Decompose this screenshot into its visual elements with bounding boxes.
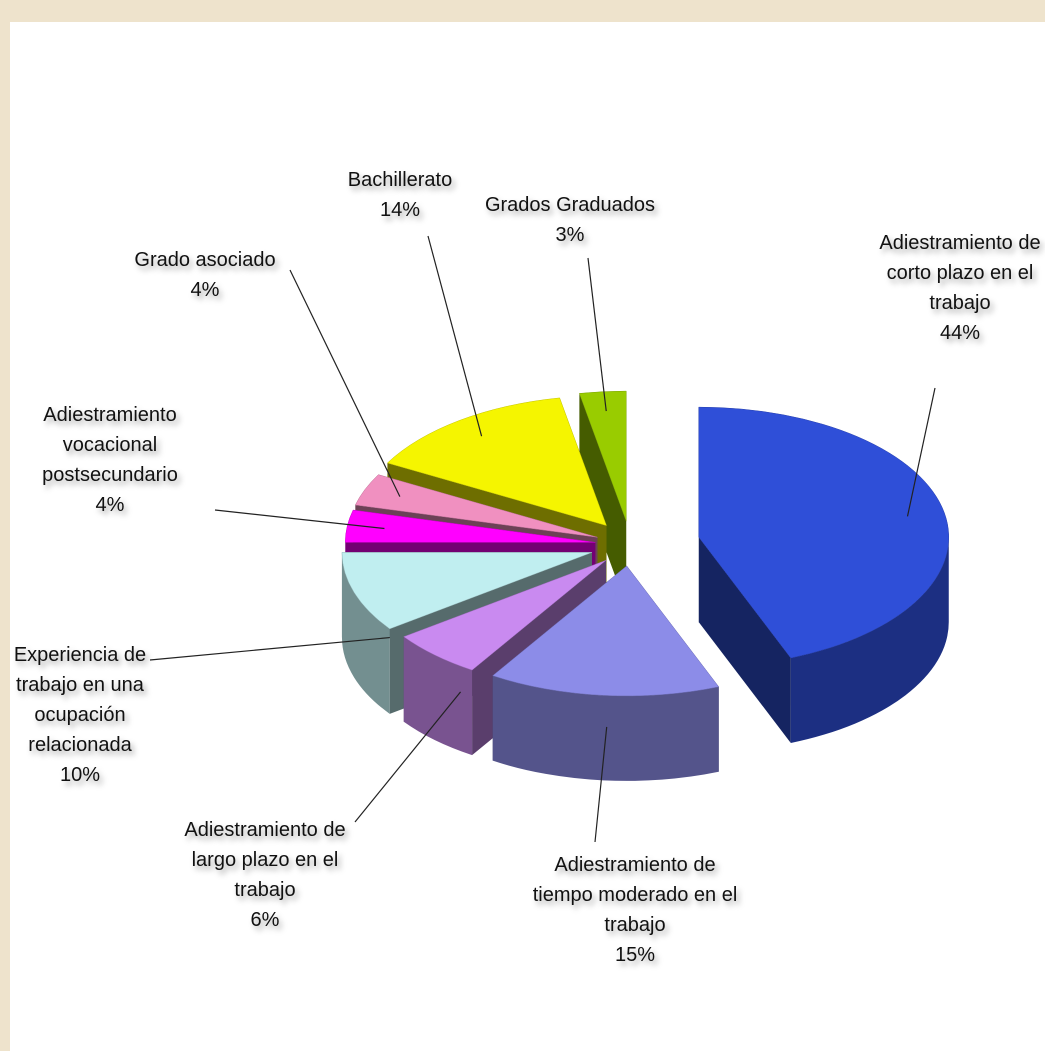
slice-category-label: Adiestramiento vocacional postsecundario: [42, 404, 178, 486]
slice-value-label: 10%: [59, 764, 101, 786]
leader-line: [214, 509, 385, 530]
slice-label: Adiestramiento vocacional postsecundario…: [25, 400, 195, 520]
slice-category-label: Adiestramiento de largo plazo en el trab…: [184, 819, 346, 901]
leader-line: [149, 636, 390, 661]
slice-value-label: 4%: [190, 279, 220, 301]
slice-top: [386, 397, 607, 526]
slice-value-label: 3%: [555, 224, 585, 246]
slice-label: Adiestramiento de corto plazo en el trab…: [865, 228, 1045, 348]
leader-line: [354, 691, 462, 823]
slice-outer-side: [790, 537, 949, 744]
leader-line: [587, 257, 607, 412]
pie-slice: [698, 406, 950, 744]
slice-label: Grados Graduados 3%: [475, 190, 665, 250]
slice-category-label: Adiestramiento de corto plazo en el trab…: [879, 232, 1041, 314]
slice-category-label: Adiestramiento de tiempo moderado en el …: [532, 854, 738, 936]
slice-top: [492, 565, 720, 697]
slice-top: [341, 552, 593, 630]
slice-category-label: Experiencia de trabajo en una ocupación …: [13, 644, 147, 756]
slice-label: Adiestramiento de tiempo moderado en el …: [533, 850, 738, 970]
slice-top: [698, 406, 950, 659]
pie-slice: [492, 565, 720, 781]
slice-label: Experiencia de trabajo en una ocupación …: [5, 640, 155, 790]
leader-line: [906, 387, 936, 517]
slice-radial-side: [579, 393, 627, 607]
slice-category-label: Grados Graduados: [484, 194, 656, 216]
slice-value-label: 44%: [939, 322, 981, 344]
slice-category-label: Bachillerato: [347, 169, 453, 191]
leader-line: [594, 726, 608, 843]
slice-radial-side: [698, 537, 791, 744]
slice-label: Bachillerato 14%: [330, 165, 470, 225]
slice-value-label: 15%: [614, 944, 656, 966]
slice-outer-side: [492, 675, 719, 781]
slice-category-label: Grado asociado: [134, 249, 276, 271]
leader-line: [289, 269, 401, 497]
pie-slice: [579, 390, 627, 607]
slice-top: [354, 474, 598, 538]
slice-value-label: 14%: [379, 199, 421, 221]
slice-label: Grado asociado 4%: [123, 245, 288, 305]
slice-top: [579, 390, 627, 522]
slice-label: Adiestramiento de largo plazo en el trab…: [173, 815, 358, 935]
slice-outer-side: [403, 636, 473, 756]
slice-top: [345, 509, 596, 543]
leader-line: [427, 235, 483, 437]
slice-outer-side: [341, 552, 390, 714]
slice-value-label: 6%: [250, 909, 280, 931]
slice-top: [403, 560, 607, 671]
slice-value-label: 4%: [95, 494, 125, 516]
